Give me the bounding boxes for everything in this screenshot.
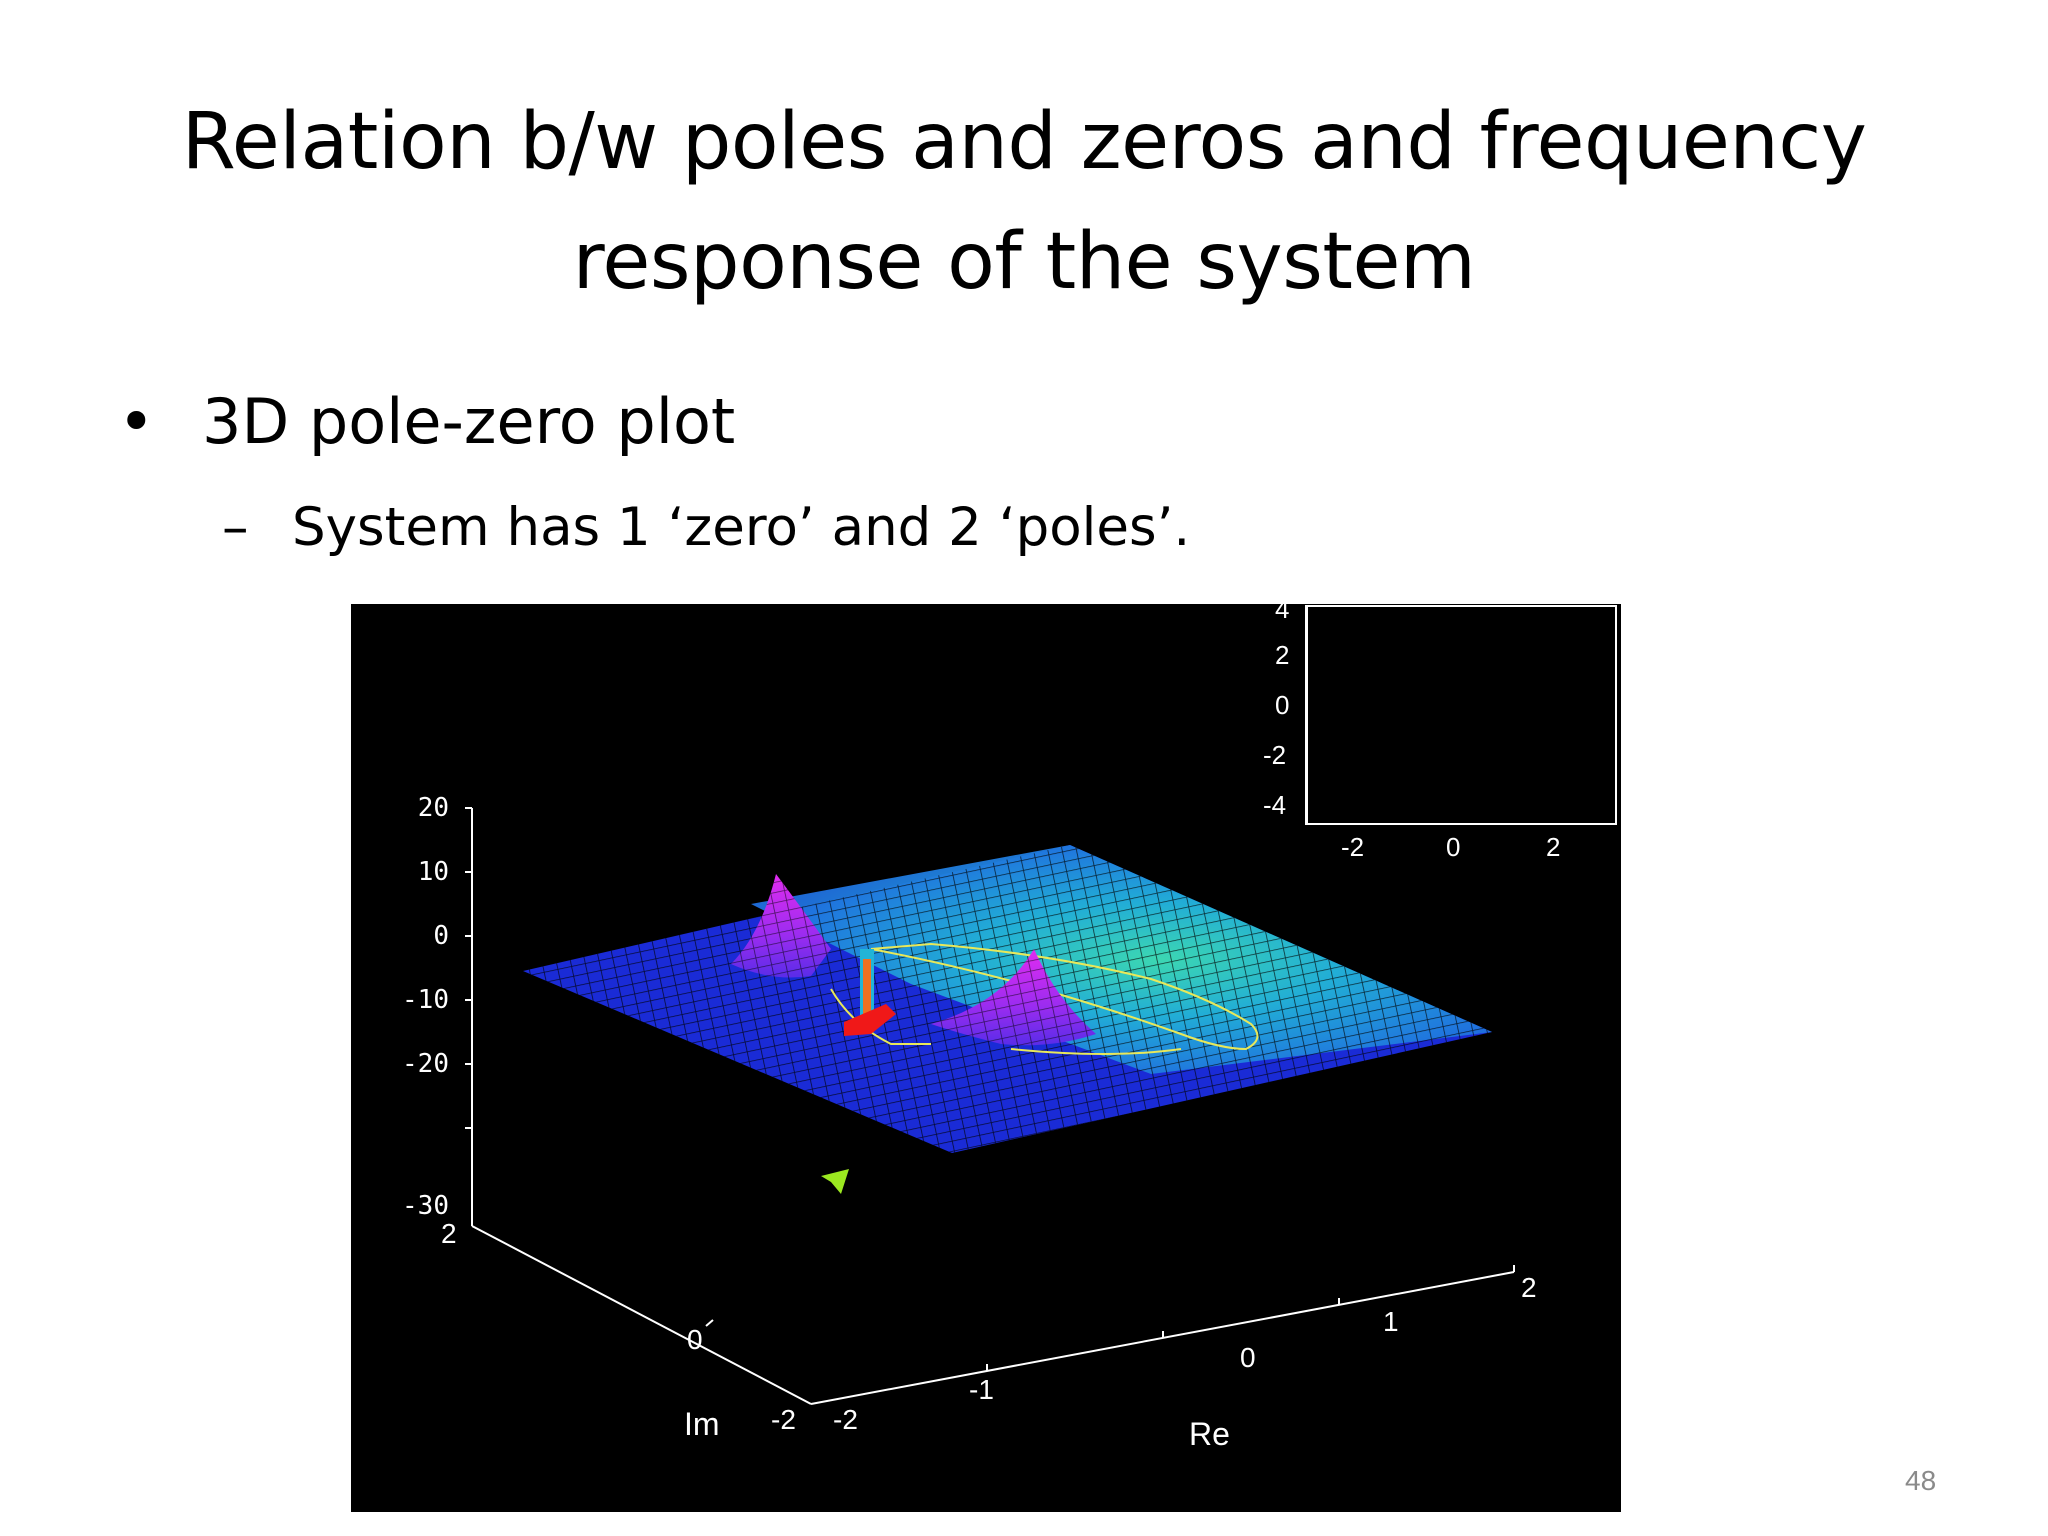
- bullet-marker: •: [118, 385, 155, 458]
- title-line-2: response of the system: [572, 217, 1476, 307]
- re-tick-label: 1: [1383, 1306, 1399, 1337]
- title-line-1: Relation b/w poles and zeros and frequen…: [181, 97, 1867, 187]
- z-tick-label: 20: [417, 793, 449, 823]
- inset-x-tick-label: -2: [1341, 832, 1365, 862]
- z-tick-label: -30: [402, 1191, 449, 1221]
- slide-title: Relation b/w poles and zeros and frequen…: [0, 82, 2048, 322]
- inset-y-tick-label: 0: [1275, 690, 1290, 720]
- im-tick-label: -2: [771, 1404, 796, 1435]
- im-axis: [471, 1225, 812, 1405]
- z-tick-label: 10: [417, 857, 449, 887]
- z-axis: [465, 807, 473, 1226]
- bullet-item: • 3D pole-zero plot: [118, 382, 735, 462]
- inset-y-tick-label: 2: [1275, 640, 1290, 670]
- bullet-text: 3D pole-zero plot: [202, 385, 736, 458]
- z-tick-label: -10: [402, 985, 449, 1015]
- re-tick-label: 2: [1521, 1272, 1537, 1303]
- pole-peak-2: [931, 949, 1096, 1046]
- z-tick-label: 0: [433, 921, 449, 951]
- pole-peak-1: [731, 874, 831, 978]
- inset-x-tick-label: 2: [1546, 832, 1561, 862]
- inset-y-tick-label: 4: [1275, 594, 1290, 624]
- re-tick-label: -2: [833, 1404, 858, 1435]
- sub-bullet-text: System has 1 ‘zero’ and 2 ‘poles’.: [292, 497, 1191, 558]
- sub-bullet-marker: –: [222, 497, 249, 558]
- re-tick-label: 0: [1240, 1342, 1256, 1373]
- inset-plot: [1305, 605, 1617, 825]
- inset-y-tick-label: -4: [1263, 790, 1287, 820]
- re-tick-label: -1: [969, 1374, 994, 1405]
- surface-underside: [821, 1169, 849, 1194]
- page-number: 48: [1905, 1465, 1937, 1496]
- zero-marker: [844, 949, 896, 1036]
- im-axis-title: Im: [684, 1406, 720, 1442]
- plot-svg: [465, 605, 1617, 1405]
- sub-bullet-item: – System has 1 ‘zero’ and 2 ‘poles’.: [222, 492, 1190, 564]
- z-tick-label: -20: [402, 1049, 449, 1079]
- inset-y-tick-label: -2: [1263, 740, 1287, 770]
- re-axis-title: Re: [1189, 1416, 1230, 1452]
- pole-zero-3d-plot: 20 10 0 -10 -20 -30 2 0 -2 Im -2 -1 0 1 …: [351, 594, 1621, 1512]
- re-axis: [810, 1265, 1515, 1405]
- inset-x-tick-label: 0: [1446, 832, 1461, 862]
- im-tick-label: 0: [687, 1324, 703, 1355]
- im-tick-label: 2: [441, 1218, 457, 1249]
